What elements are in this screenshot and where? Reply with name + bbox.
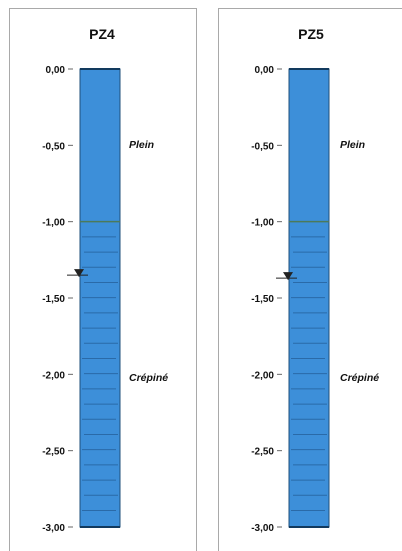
depth-axis: 0,00 -0,50 -1,00 -1,50 -2,00 -2,50 -3,00 [42,65,73,534]
water-level-triangle [74,269,84,278]
piezometer-title: PZ5 [298,26,324,42]
depth-tick-label: 0,00 [46,65,66,76]
depth-tick-label: -1,50 [251,294,274,305]
plain-section-label: Plein [340,139,365,151]
depth-tick-label: -3,00 [251,523,274,534]
water-level-triangle [283,272,293,281]
depth-tick-label: 0,00 [255,65,275,76]
screen-section-label: Crépiné [129,372,168,384]
piezometer-diagram-pz4: PZ4 0,00 -0,50 -1,00 -1,50 -2,00 -2,50 -3,00 P… [42,26,168,534]
piezometer-title: PZ4 [89,26,115,42]
depth-tick-label: -2,50 [42,447,65,458]
depth-tick-label: -3,00 [42,523,65,534]
water-level-marker [276,272,297,281]
depth-tick-label: -1,50 [42,294,65,305]
plain-section-label: Plein [129,139,154,151]
piezometer-diagram-pz5: PZ5 0,00 -0,50 -1,00 -1,50 -2,00 -2,50 -3,00 P… [251,26,379,534]
depth-tick-label: -1,00 [42,218,65,229]
depth-tick-label: -2,50 [251,447,274,458]
depth-tick-label: -2,00 [251,370,274,381]
piezometer-panel-pz5: PZ5 0,00 -0,50 -1,00 -1,50 -2,00 -2,50 -3,00 P… [218,8,402,551]
depth-tick-label: -0,50 [42,141,65,152]
depth-tick-label: -1,00 [251,218,274,229]
depth-axis: 0,00 -0,50 -1,00 -1,50 -2,00 -2,50 -3,00 [251,65,282,534]
screen-section-label: Crépiné [340,372,379,384]
casing-column [79,68,121,528]
depth-tick-label: -0,50 [251,141,274,152]
piezometer-panel-pz4: PZ4 0,00 -0,50 -1,00 -1,50 -2,00 -2,50 -3,00 P… [9,8,197,551]
casing-column [288,68,330,528]
depth-tick-label: -2,00 [42,370,65,381]
water-level-marker [67,269,88,278]
